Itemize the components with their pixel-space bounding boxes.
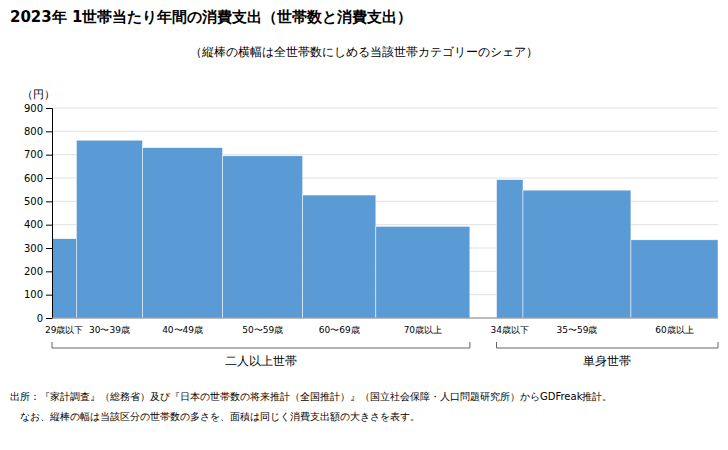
tick: 100 xyxy=(24,289,52,300)
tick-label: 0 xyxy=(37,313,43,324)
tick-mark xyxy=(46,318,52,319)
group-label: 単身世帯 xyxy=(583,354,631,368)
tick-label: 400 xyxy=(24,219,43,230)
group-label: 二人以上世帯 xyxy=(225,354,297,368)
category-label: 50〜59歳 xyxy=(242,325,283,335)
category-label: 35〜59歳 xyxy=(557,325,598,335)
y-axis: 0 100 200 300 400 500 600 700 800 900 xyxy=(24,103,53,324)
tick-mark xyxy=(46,155,52,156)
tick: 800 xyxy=(24,126,52,137)
chart: 2023年 1世帯当たり年間の消費支出（世帯数と消費支出） （縦棒の横幅は全世帯数… xyxy=(0,0,728,450)
tick-mark xyxy=(46,248,52,249)
category-label: 40〜49歳 xyxy=(162,325,203,335)
grid-line xyxy=(52,131,718,132)
category-label: 29歳以下 xyxy=(45,325,83,335)
tick: 600 xyxy=(24,173,52,184)
tick-label: 900 xyxy=(24,103,43,114)
tick: 500 xyxy=(24,196,52,207)
bar xyxy=(52,239,76,318)
category-labels: 29歳以下 30〜39歳 40〜49歳 50〜59歳 60〜69歳 70歳以上 34歳以下 3… xyxy=(45,325,694,335)
tick-mark xyxy=(46,108,52,109)
annotation: 出所：『家計調査』（総務省）及び『日本の世帯数の将来推計（全国推計）』（国立社会… xyxy=(10,391,612,402)
bar xyxy=(223,156,303,318)
tick-mark xyxy=(46,225,52,226)
tick-label: 700 xyxy=(24,149,43,160)
grid xyxy=(52,108,718,318)
group-bracket xyxy=(497,342,718,348)
annotation: なお、縦棒の幅は当該区分の世帯数の多さを、面積は同じく消費支出額の大きさを表す。 xyxy=(10,411,420,422)
tick-mark xyxy=(46,295,52,296)
tick-mark xyxy=(46,201,52,202)
tick: 400 xyxy=(24,219,52,230)
tick-label: 600 xyxy=(24,173,43,184)
bars xyxy=(52,140,718,318)
category-label: 60〜69歳 xyxy=(319,325,360,335)
bar xyxy=(497,180,523,318)
tick: 0 xyxy=(37,313,52,324)
tick: 700 xyxy=(24,149,52,160)
tick-mark xyxy=(46,271,52,272)
tick: 200 xyxy=(24,266,52,277)
tick-mark xyxy=(46,178,52,179)
axis-line xyxy=(46,109,53,319)
category-label: 34歳以下 xyxy=(491,325,529,335)
bar xyxy=(376,226,470,318)
category-label: 30〜39歳 xyxy=(89,325,130,335)
tick-mark xyxy=(46,131,52,132)
subtitle: （縦棒の横幅は全世帯数にしめる当該世帯カテゴリーのシェア） xyxy=(190,45,538,59)
title: 2023年 1世帯当たり年間の消費支出（世帯数と消費支出） xyxy=(10,8,412,26)
bar xyxy=(523,190,631,318)
grid-line xyxy=(52,108,718,109)
tick-label: 300 xyxy=(24,243,43,254)
tick: 900 xyxy=(24,103,52,114)
tick-label: 200 xyxy=(24,266,43,277)
bar xyxy=(143,148,223,318)
grid-line xyxy=(52,318,718,319)
group-bracket xyxy=(52,342,470,348)
y-axis-title: （円） xyxy=(22,88,55,101)
tick: 300 xyxy=(24,243,52,254)
bar xyxy=(303,195,376,318)
tick-label: 500 xyxy=(24,196,43,207)
tick-label: 800 xyxy=(24,126,43,137)
bar xyxy=(76,140,142,318)
x-axis-line xyxy=(52,318,718,319)
bar xyxy=(631,240,718,318)
category-label: 70歳以上 xyxy=(404,325,442,335)
category-label: 60歳以上 xyxy=(655,325,693,335)
tick-label: 100 xyxy=(24,289,43,300)
